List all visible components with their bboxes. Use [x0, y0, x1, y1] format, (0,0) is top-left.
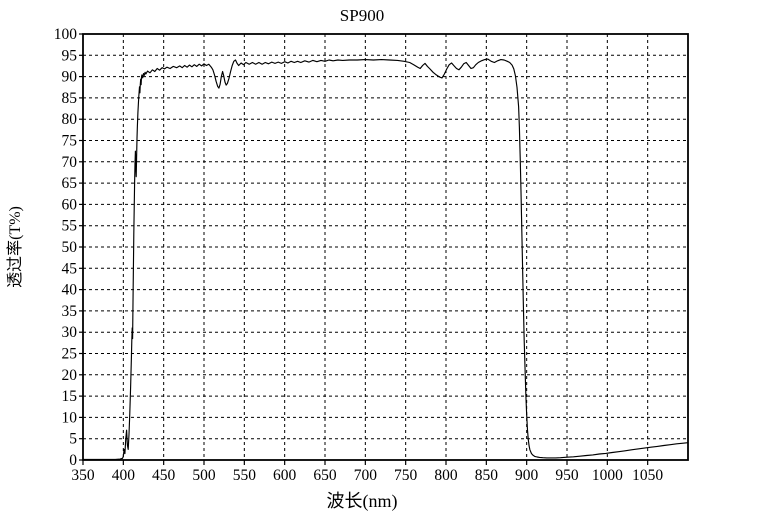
chart-title: SP900	[340, 6, 384, 25]
x-tick-label: 1050	[632, 467, 663, 484]
x-tick-label: 500	[192, 467, 216, 484]
x-tick-label: 350	[71, 467, 95, 484]
axis-ticks	[79, 33, 649, 465]
x-tick-label: 450	[152, 467, 176, 484]
y-tick-label: 45	[62, 260, 78, 277]
tick-labels: 350 400 450 500 550 600 650 700 750 800 850 900 950 1…	[54, 26, 664, 484]
y-tick-label: 55	[62, 218, 78, 235]
x-tick-label: 750	[394, 467, 418, 484]
y-tick-label: 50	[62, 239, 78, 256]
y-tick-label: 90	[62, 69, 78, 86]
y-tick-label: 35	[62, 303, 78, 320]
y-tick-label: 65	[62, 175, 78, 192]
gridlines	[83, 34, 688, 460]
transmittance-curve	[83, 58, 689, 460]
data-line	[83, 58, 689, 460]
y-tick-label: 0	[69, 452, 77, 469]
y-tick-label: 40	[62, 282, 78, 299]
x-tick-label: 700	[354, 467, 378, 484]
y-tick-label: 25	[62, 346, 78, 363]
plot-border	[82, 33, 689, 461]
y-tick-label: 75	[62, 133, 78, 150]
x-tick-label: 800	[434, 467, 458, 484]
y-tick-label: 10	[62, 409, 78, 426]
x-tick-label: 950	[555, 467, 579, 484]
y-axis-title: 透过率(T%)	[6, 206, 24, 288]
x-tick-label: 550	[233, 467, 257, 484]
y-tick-label: 80	[62, 111, 78, 128]
y-tick-label: 5	[69, 431, 77, 448]
y-tick-label: 100	[54, 26, 78, 43]
y-tick-label: 15	[62, 388, 78, 405]
plot-frame	[82, 33, 689, 461]
y-tick-label: 20	[62, 367, 78, 384]
x-tick-label: 400	[112, 467, 136, 484]
x-tick-label: 650	[313, 467, 337, 484]
x-tick-label: 600	[273, 467, 297, 484]
x-axis-title: 波长(nm)	[327, 491, 398, 512]
y-tick-label: 95	[62, 47, 78, 64]
x-tick-label: 1000	[592, 467, 623, 484]
y-tick-label: 70	[62, 154, 78, 171]
y-tick-label: 60	[62, 196, 78, 213]
y-tick-label: 30	[62, 324, 78, 341]
x-tick-label: 900	[515, 467, 539, 484]
x-tick-label: 850	[475, 467, 499, 484]
y-tick-label: 85	[62, 90, 78, 107]
